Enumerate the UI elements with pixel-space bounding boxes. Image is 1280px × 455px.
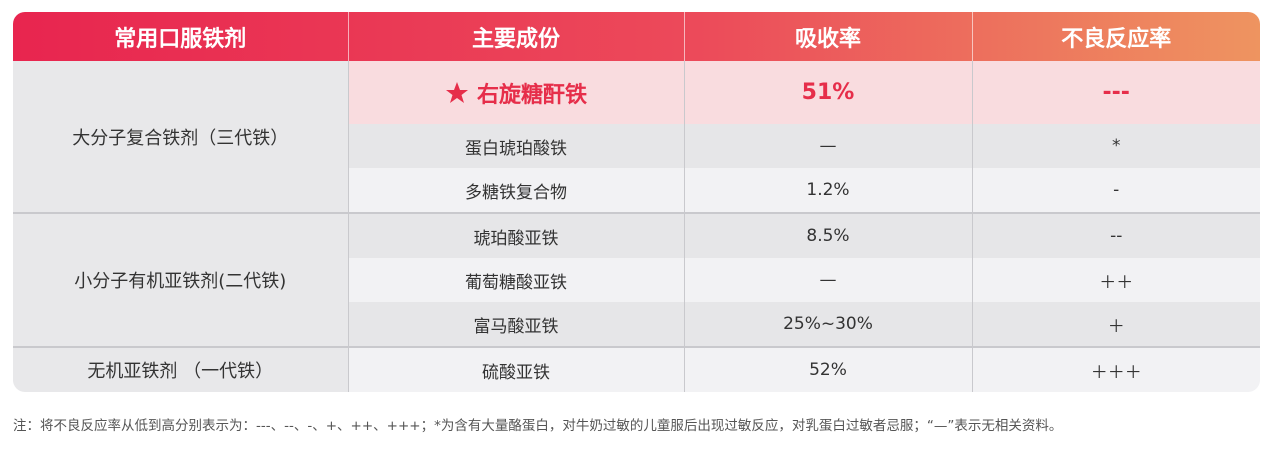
table-row: 蛋白琥珀酸铁 — * bbox=[13, 124, 1260, 168]
cell: 1.2% bbox=[683, 168, 972, 213]
table-container: 常用口服铁剂 主要成份 吸收率 不良反应率 大分子复合铁剂（三代铁） 右旋糖酐铁 51% -… bbox=[13, 12, 1260, 392]
header-cell: 不良反应率 bbox=[971, 12, 1260, 61]
cell: 25%~30% bbox=[683, 302, 972, 347]
cell: - bbox=[971, 168, 1260, 213]
cell: 富马酸亚铁 bbox=[347, 302, 684, 347]
cell: * bbox=[971, 124, 1260, 168]
header-cell: 吸收率 bbox=[683, 12, 972, 61]
cell: — bbox=[683, 124, 972, 168]
star bbox=[445, 81, 468, 103]
cell: -- bbox=[971, 212, 1260, 258]
cell: — bbox=[683, 258, 972, 302]
cell: 琥珀酸亚铁 bbox=[347, 212, 684, 258]
cell: 右旋糖酐铁 bbox=[347, 61, 684, 124]
cell: --- bbox=[971, 61, 1260, 124]
cell: 52% bbox=[683, 346, 972, 392]
header-cell: 主要成份 bbox=[347, 12, 684, 61]
cell: 8.5% bbox=[683, 212, 972, 258]
header-row: 常用口服铁剂 主要成份 吸收率 不良反应率 bbox=[13, 12, 1260, 61]
group-cell: 大分子复合铁剂（三代铁） bbox=[13, 61, 348, 213]
group-cell: 无机亚铁剂 （一代铁） bbox=[13, 346, 348, 392]
cell: 葡萄糖酸亚铁 bbox=[347, 258, 684, 302]
footnote: 注：将不良反应率从低到高分别表示为：---、--、-、+、++、+++；*为含有… bbox=[13, 418, 1063, 434]
table-row: 小分子有机亚铁剂(二代铁) 琥珀酸亚铁 8.5% -- bbox=[13, 212, 1260, 347]
cell: ＋ bbox=[971, 302, 1260, 347]
table-body: 大分子复合铁剂（三代铁） 右旋糖酐铁 51% --- 蛋白琥珀酸铁 — * 多糖铁复合物 1.2… bbox=[13, 61, 1260, 392]
table-row: 葡萄糖酸亚铁 — ＋＋ bbox=[13, 258, 1260, 302]
cell-text: 右旋糖酐铁 bbox=[476, 82, 587, 108]
table-row: 多糖铁复合物 1.2% - bbox=[13, 168, 1260, 213]
table-row: 富马酸亚铁 25%~30% ＋ bbox=[13, 302, 1260, 347]
iron-table: 常用口服铁剂 主要成份 吸收率 不良反应率 大分子复合铁剂（三代铁） 右旋糖酐铁 51% -… bbox=[13, 12, 1260, 392]
cell: 51% bbox=[683, 61, 972, 124]
star-icon bbox=[445, 81, 468, 103]
cell: ＋＋ bbox=[971, 258, 1260, 302]
group-cell: 小分子有机亚铁剂(二代铁) bbox=[13, 212, 348, 347]
table-row: 大分子复合铁剂（三代铁） 右旋糖酐铁 51% --- bbox=[13, 61, 1260, 213]
cell: 蛋白琥珀酸铁 bbox=[347, 124, 684, 168]
cell: 硫酸亚铁 bbox=[347, 346, 684, 392]
table-row: 无机亚铁剂 （一代铁） 硫酸亚铁 52% ＋＋＋ bbox=[13, 346, 1260, 392]
cell: ＋＋＋ bbox=[971, 346, 1260, 392]
cell: 多糖铁复合物 bbox=[347, 168, 684, 213]
header-cell: 常用口服铁剂 bbox=[114, 26, 247, 52]
